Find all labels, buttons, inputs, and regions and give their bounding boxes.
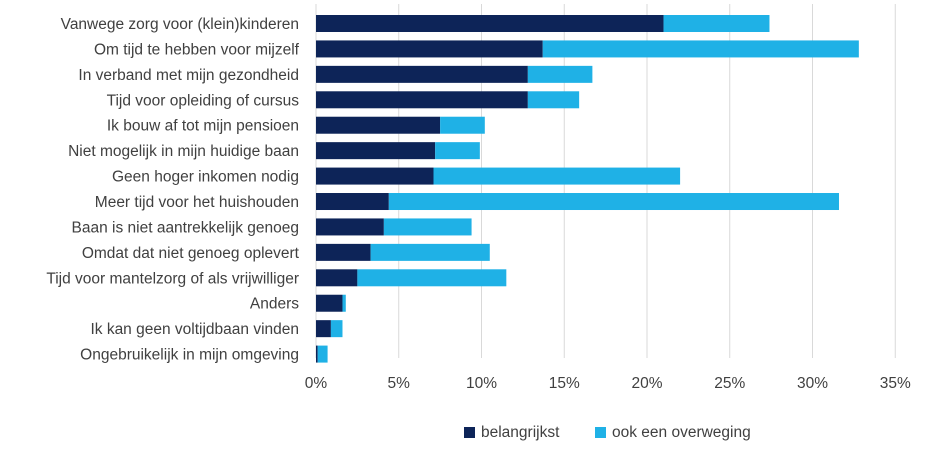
legend: belangrijkst ook een overweging (464, 424, 751, 441)
bar-ook-een-overweging (542, 40, 859, 58)
bar-ook-een-overweging (317, 345, 328, 363)
category-label: Geen hoger inkomen nodig (112, 169, 299, 186)
x-tick-label: 25% (714, 375, 745, 392)
bar-belangrijkst (316, 116, 441, 134)
category-label: Tijd voor opleiding of cursus (107, 92, 300, 109)
bar-ook-een-overweging (342, 294, 346, 312)
category-label: Meer tijd voor het huishouden (95, 194, 299, 211)
bar-ook-een-overweging (527, 91, 580, 109)
x-tick-label: 20% (631, 375, 662, 392)
x-axis-ticks: 0% 5% 10% 15% 20% 25% 30% 35% (305, 375, 911, 392)
category-label: In verband met mijn gezondheid (78, 67, 299, 84)
category-labels: Vanwege zorg voor (klein)kinderen Om tijd… (46, 16, 299, 364)
bar-belangrijkst (316, 243, 371, 261)
x-tick-label: 30% (797, 375, 828, 392)
bar-belangrijkst (316, 167, 434, 185)
bar-belangrijkst (316, 142, 436, 160)
bar-belangrijkst (316, 218, 384, 236)
x-tick-label: 15% (549, 375, 580, 392)
bar-belangrijkst (316, 15, 664, 32)
bars (316, 15, 859, 363)
bar-ook-een-overweging (433, 167, 681, 185)
legend-label: ook een overweging (612, 424, 751, 441)
bar-ook-een-overweging (357, 269, 507, 287)
bar-ook-een-overweging (663, 15, 770, 32)
legend-swatch (595, 427, 606, 438)
bar-ook-een-overweging (388, 193, 839, 211)
bar-belangrijkst (316, 345, 318, 363)
category-label: Om tijd te hebben voor mijzelf (94, 41, 300, 58)
category-label: Ongebruikelijk in mijn omgeving (80, 347, 299, 364)
bar-belangrijkst (316, 294, 343, 312)
bar-belangrijkst (316, 320, 331, 338)
category-label: Baan is niet aantrekkelijk genoeg (72, 219, 299, 236)
x-tick-label: 35% (880, 375, 911, 392)
x-tick-label: 5% (388, 375, 411, 392)
category-label: Anders (250, 296, 299, 313)
category-label: Ik bouw af tot mijn pensioen (107, 118, 299, 135)
category-label: Niet mogelijk in mijn huidige baan (68, 143, 299, 160)
x-tick-label: 10% (466, 375, 497, 392)
bar-belangrijkst (316, 193, 389, 211)
bar-ook-een-overweging (370, 243, 490, 261)
category-label: Ik kan geen voltijdbaan vinden (90, 321, 299, 338)
bar-belangrijkst (316, 91, 528, 109)
category-label: Omdat dat niet genoeg oplevert (82, 245, 300, 262)
bar-belangrijkst (316, 65, 528, 83)
legend-swatch (464, 427, 475, 438)
category-label: Tijd voor mantelzorg of als vrijwilliger (46, 270, 299, 287)
bar-ook-een-overweging (527, 65, 593, 83)
bar-ook-een-overweging (435, 142, 480, 160)
bar-ook-een-overweging (383, 218, 472, 236)
bar-ook-een-overweging (330, 320, 343, 338)
bar-ook-een-overweging (440, 116, 485, 134)
legend-label: belangrijkst (481, 424, 560, 441)
category-label: Vanwege zorg voor (klein)kinderen (61, 16, 299, 33)
bar-belangrijkst (316, 269, 358, 287)
bar-belangrijkst (316, 40, 543, 58)
x-tick-label: 0% (305, 375, 328, 392)
